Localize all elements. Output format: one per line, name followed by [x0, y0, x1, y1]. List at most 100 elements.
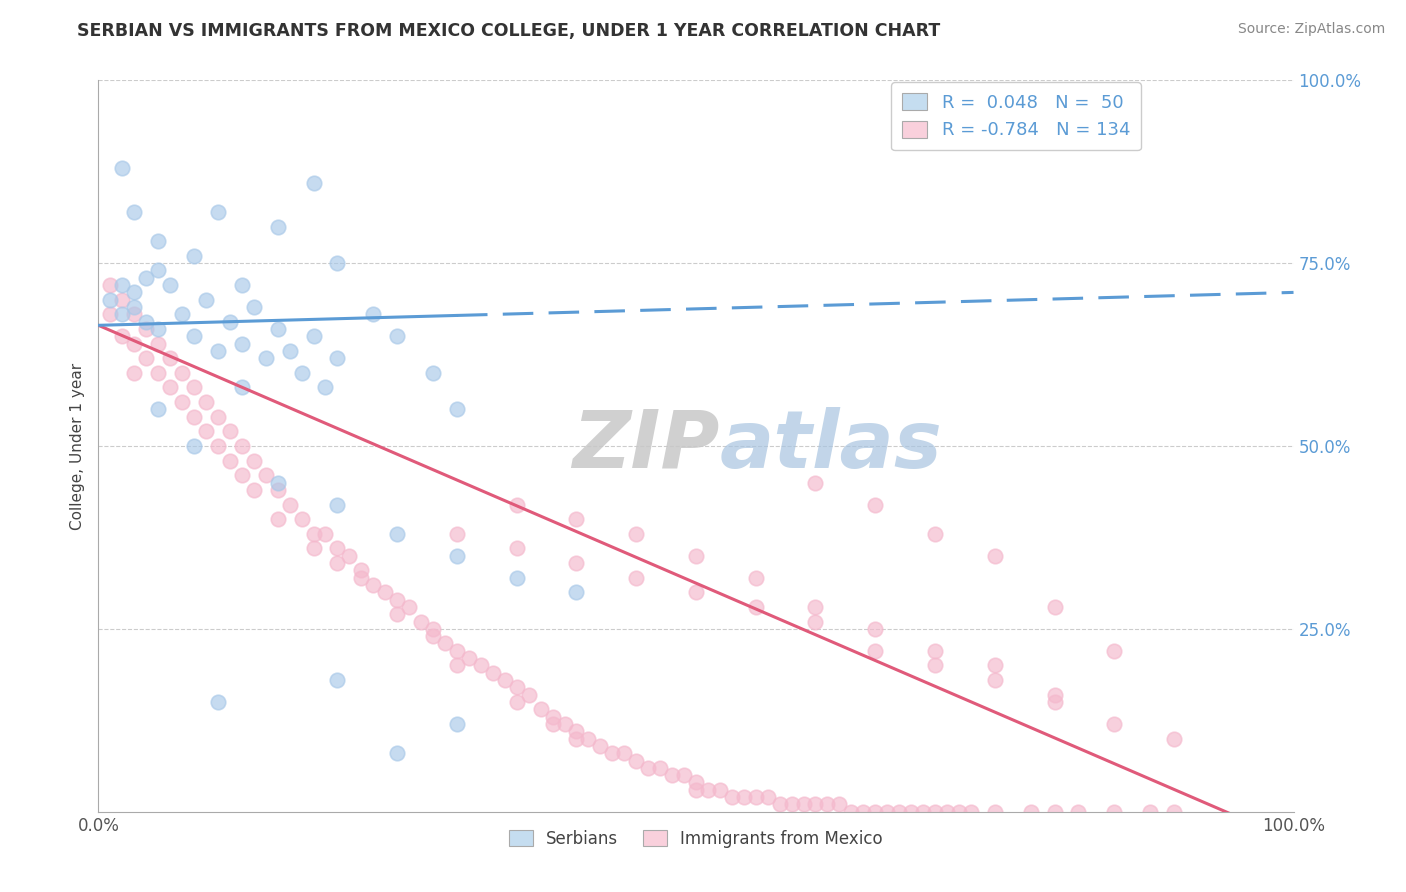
Point — [326, 673, 349, 687]
Point — [207, 439, 229, 453]
Point — [207, 205, 229, 219]
Point — [1019, 805, 1042, 819]
Point — [1104, 717, 1126, 731]
Point — [780, 797, 803, 812]
Point — [231, 380, 253, 394]
Point — [291, 512, 314, 526]
Point — [804, 615, 827, 629]
Point — [924, 526, 946, 541]
Point — [254, 351, 277, 366]
Point — [350, 571, 373, 585]
Point — [565, 724, 588, 739]
Point — [948, 805, 970, 819]
Point — [124, 366, 146, 380]
Point — [924, 805, 946, 819]
Point — [363, 578, 385, 592]
Legend: Serbians, Immigrants from Mexico: Serbians, Immigrants from Mexico — [503, 823, 889, 855]
Point — [267, 322, 290, 336]
Point — [231, 278, 253, 293]
Point — [124, 285, 146, 300]
Point — [398, 599, 420, 614]
Point — [254, 468, 277, 483]
Point — [183, 439, 205, 453]
Point — [506, 498, 529, 512]
Point — [111, 293, 134, 307]
Point — [865, 644, 887, 658]
Text: Source: ZipAtlas.com: Source: ZipAtlas.com — [1237, 22, 1385, 37]
Point — [924, 644, 946, 658]
Point — [865, 622, 887, 636]
Point — [721, 790, 744, 805]
Point — [98, 293, 122, 307]
Point — [697, 782, 720, 797]
Point — [219, 425, 242, 439]
Point — [565, 556, 588, 570]
Point — [411, 615, 433, 629]
Point — [1163, 731, 1185, 746]
Point — [530, 702, 553, 716]
Point — [159, 351, 181, 366]
Point — [745, 571, 768, 585]
Point — [98, 278, 122, 293]
Point — [302, 329, 325, 343]
Point — [841, 805, 863, 819]
Point — [793, 797, 815, 812]
Point — [815, 797, 838, 812]
Point — [219, 315, 242, 329]
Point — [446, 549, 468, 563]
Point — [661, 768, 683, 782]
Point — [470, 658, 492, 673]
Point — [626, 571, 648, 585]
Point — [207, 343, 229, 358]
Point — [350, 563, 373, 577]
Point — [506, 681, 529, 695]
Point — [183, 380, 205, 394]
Point — [422, 622, 444, 636]
Point — [172, 395, 194, 409]
Point — [828, 797, 851, 812]
Point — [804, 599, 827, 614]
Point — [626, 754, 648, 768]
Point — [267, 219, 290, 234]
Point — [1067, 805, 1090, 819]
Point — [267, 512, 290, 526]
Point — [326, 256, 349, 270]
Point — [804, 475, 827, 490]
Point — [326, 556, 349, 570]
Text: ZIP: ZIP — [572, 407, 720, 485]
Point — [541, 709, 564, 723]
Point — [315, 380, 337, 394]
Point — [446, 717, 468, 731]
Point — [960, 805, 983, 819]
Point — [1043, 599, 1066, 614]
Point — [172, 366, 194, 380]
Point — [865, 498, 887, 512]
Point — [98, 307, 122, 321]
Point — [207, 409, 229, 424]
Point — [924, 658, 946, 673]
Point — [385, 592, 409, 607]
Point — [554, 717, 576, 731]
Point — [565, 731, 588, 746]
Point — [422, 629, 444, 643]
Point — [374, 585, 396, 599]
Point — [148, 234, 170, 248]
Point — [434, 636, 457, 650]
Point — [135, 351, 157, 366]
Y-axis label: College, Under 1 year: College, Under 1 year — [70, 362, 86, 530]
Point — [626, 526, 648, 541]
Point — [195, 293, 218, 307]
Point — [984, 805, 1007, 819]
Point — [183, 329, 205, 343]
Point — [578, 731, 600, 746]
Point — [243, 483, 266, 497]
Point — [195, 425, 218, 439]
Point — [195, 395, 218, 409]
Point — [326, 541, 349, 556]
Point — [506, 541, 529, 556]
Point — [876, 805, 898, 819]
Point — [302, 541, 325, 556]
Point — [984, 549, 1007, 563]
Point — [135, 322, 157, 336]
Point — [172, 307, 194, 321]
